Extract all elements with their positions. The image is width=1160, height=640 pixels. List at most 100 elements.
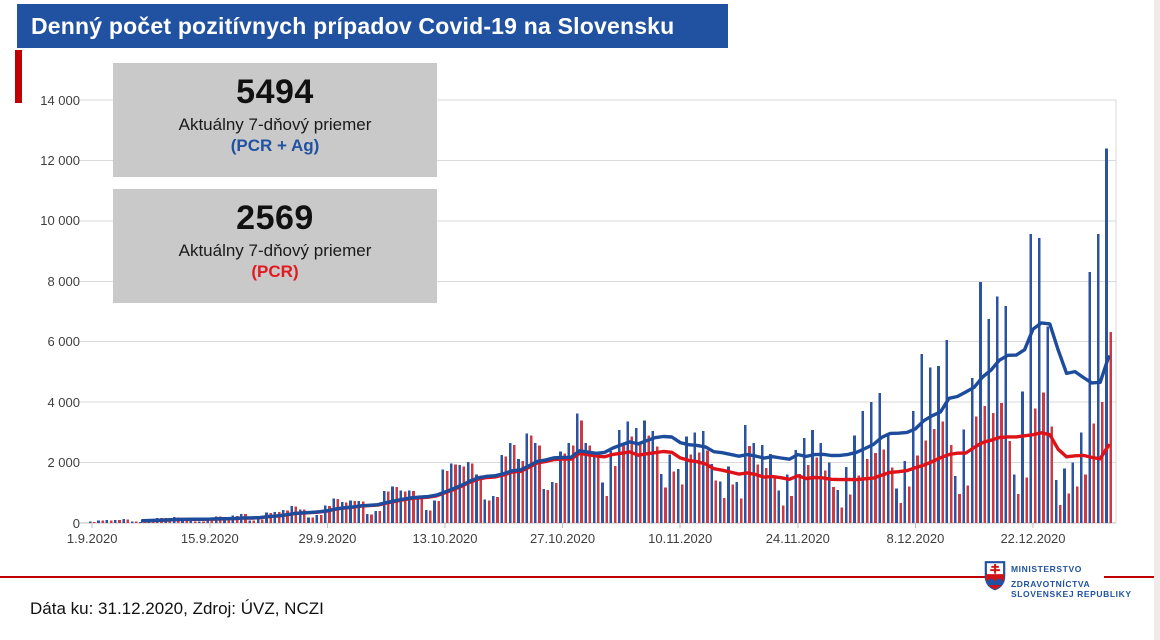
bar-pcr-ag <box>130 521 134 523</box>
bar-pcr <box>832 487 835 523</box>
bar-pcr-ag <box>433 500 436 523</box>
bar-pcr-ag <box>760 445 764 523</box>
stat-label-pcr-ag: Aktuálny 7-dňový priemer <box>178 115 372 134</box>
bar-pcr-ag <box>97 520 100 523</box>
bar-pcr <box>496 497 499 523</box>
bar-pcr <box>445 470 449 523</box>
bar-pcr <box>840 507 844 523</box>
bar-pcr-ag <box>928 367 932 523</box>
bar-pcr <box>933 429 936 523</box>
bar-pcr-ag <box>256 519 260 523</box>
bar-pcr <box>857 475 860 523</box>
stat-sub-pcr-ag: (PCR + Ag) <box>230 136 320 155</box>
x-tick-label: 1.9.2020 <box>66 531 118 546</box>
ministry-name-line2: ZDRAVOTNÍCTVA <box>1011 579 1091 589</box>
bar-pcr <box>756 464 760 523</box>
bar-pcr-ag <box>441 469 445 523</box>
bar-pcr-ag <box>500 454 503 523</box>
bar-pcr <box>1109 332 1112 523</box>
bar-pcr-ag <box>424 510 428 523</box>
y-tick-label: 2 000 <box>47 455 80 471</box>
bar-pcr <box>966 485 970 523</box>
y-tick-label: 12 000 <box>40 152 80 168</box>
bar-pcr <box>882 449 886 523</box>
bar-pcr <box>93 521 96 523</box>
bar-pcr-ag <box>718 481 722 523</box>
bar-pcr <box>118 520 121 523</box>
bar-pcr <box>907 486 911 523</box>
bar-pcr-ag <box>559 451 562 523</box>
bar-pcr <box>261 519 264 523</box>
bar-pcr-ag <box>895 488 898 523</box>
bar-pcr-ag <box>374 510 377 523</box>
bar-pcr <box>899 503 902 523</box>
footer-rule-left <box>0 576 988 578</box>
page-title: Denný počet pozitívnych prípadov Covid-1… <box>17 4 728 48</box>
bar-pcr-ag <box>769 454 772 523</box>
y-tick-label: 6 000 <box>47 334 80 350</box>
bar-pcr-ag <box>584 442 587 523</box>
ministry-name-line3: SLOVENSKEJ REPUBLIKY <box>1011 589 1132 599</box>
bar-pcr <box>286 510 289 523</box>
y-tick-label: 8 000 <box>47 273 80 289</box>
bar-pcr-ag <box>139 521 142 523</box>
bar-pcr <box>739 498 743 523</box>
bar-pcr-ag <box>1080 432 1083 523</box>
bar-pcr-ag <box>1038 238 1041 523</box>
bar-pcr <box>311 517 314 523</box>
x-tick-label: 10.11.2020 <box>648 531 713 546</box>
bar-pcr <box>353 501 356 523</box>
bar-pcr-ag <box>534 443 537 523</box>
bar-pcr-ag <box>416 496 419 523</box>
bar-pcr <box>924 440 928 523</box>
bar-pcr <box>1000 402 1003 523</box>
bar-pcr-ag <box>483 499 487 523</box>
bar-pcr <box>916 455 919 523</box>
bar-pcr <box>891 467 894 523</box>
bar-pcr <box>403 491 407 523</box>
bar-pcr <box>731 484 734 523</box>
bar-pcr <box>1092 423 1096 523</box>
bar-pcr-ag <box>979 282 982 523</box>
line-7day-avg-pcr-ag <box>140 321 1111 523</box>
bar-pcr <box>664 487 667 523</box>
bar-pcr-ag <box>886 435 890 523</box>
bar-pcr-ag <box>576 413 579 523</box>
bar-pcr <box>655 446 659 523</box>
bar-pcr-ag <box>206 520 209 523</box>
bar-pcr-ag <box>878 393 881 523</box>
bar-pcr <box>193 521 197 523</box>
bar-pcr <box>773 476 776 523</box>
page-edge-strip <box>1154 0 1160 640</box>
bar-pcr <box>1042 392 1045 523</box>
bar-pcr-ag <box>1063 468 1066 523</box>
bar-pcr <box>1033 408 1037 523</box>
bar-pcr-ag <box>1029 234 1033 523</box>
bar-pcr <box>319 515 323 523</box>
bar-pcr-ag <box>634 427 638 523</box>
bar-pcr <box>378 511 382 523</box>
bar-pcr-ag <box>676 469 680 523</box>
bar-pcr-ag <box>1054 479 1058 523</box>
bar-pcr-ag <box>517 459 520 523</box>
x-tick-label: 27.10.2020 <box>530 531 596 546</box>
bar-pcr-ag <box>189 521 193 523</box>
x-tick-label: 8.12.2020 <box>886 531 945 546</box>
bar-pcr <box>454 464 457 523</box>
bar-pcr-ag <box>735 482 739 523</box>
bar-pcr <box>370 514 373 523</box>
bar-pcr <box>538 445 541 523</box>
bar-pcr <box>101 520 104 523</box>
y-tick-label: 0 <box>72 515 80 531</box>
bar-pcr-ag <box>1088 272 1091 523</box>
bar-pcr-ag <box>298 509 302 523</box>
bar-pcr-ag <box>1021 391 1024 523</box>
bar-pcr <box>429 510 432 523</box>
bar-pcr <box>874 453 877 523</box>
bar-pcr-ag <box>567 442 571 523</box>
bar-pcr <box>1017 494 1020 523</box>
bar-pcr <box>723 497 726 523</box>
bar-pcr-ag <box>550 481 554 523</box>
bar-pcr <box>765 467 768 523</box>
bar-pcr <box>462 466 466 523</box>
